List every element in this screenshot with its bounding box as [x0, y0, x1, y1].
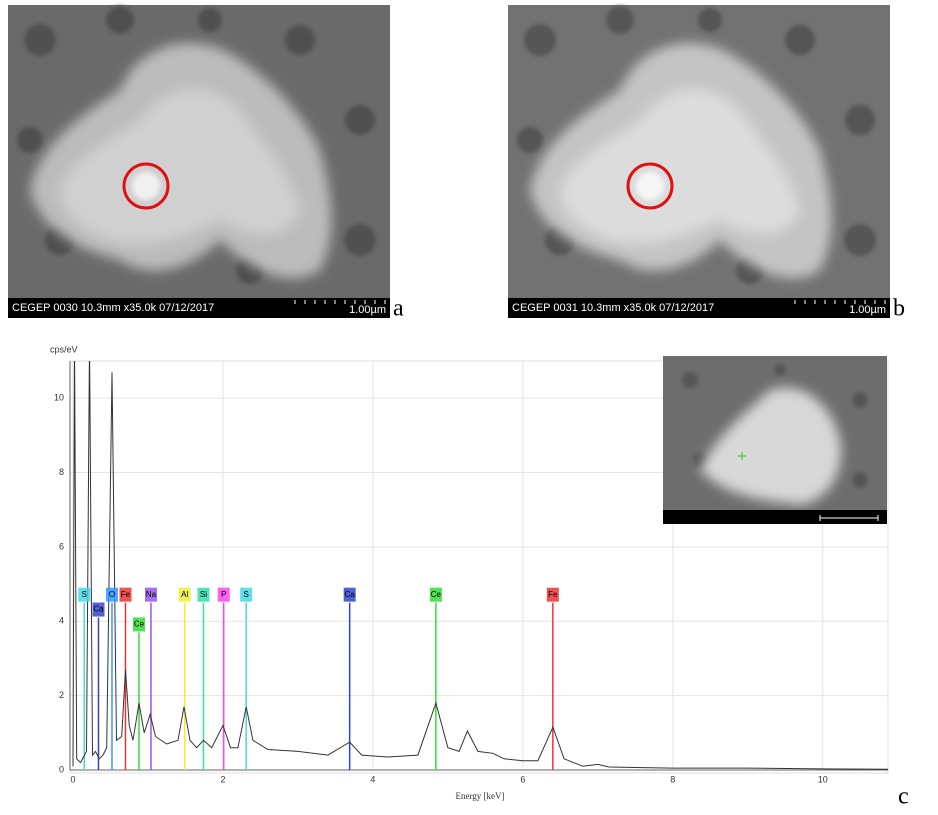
plot-clip	[72, 361, 888, 770]
y-tick-label: 4	[59, 616, 64, 626]
x-tick-label: 6	[520, 774, 525, 784]
peak-label-box	[240, 587, 253, 602]
peak-label: Ce	[431, 590, 442, 599]
y-tick-label: 6	[59, 541, 64, 551]
caption: CEGEP 0031 10.3mm x35.0k 07/12/2017	[512, 302, 714, 314]
peak-label: Si	[200, 590, 207, 599]
peak-label-box	[217, 587, 230, 602]
panel-label: c	[898, 784, 909, 810]
peak-label-box	[144, 587, 157, 602]
peak-label: S	[82, 590, 87, 599]
y-tick-label: 10	[54, 393, 64, 403]
panel-label: a	[393, 296, 404, 322]
peak-label-box	[197, 587, 210, 602]
peak-label: Ca	[93, 605, 104, 614]
scale-label: 1.00µm	[349, 304, 386, 316]
spectrum-line	[72, 361, 888, 770]
x-tick-label: 2	[220, 774, 225, 784]
peak-label-box	[78, 587, 91, 602]
peak-label: O	[109, 590, 115, 599]
peak-label-box	[105, 587, 118, 602]
peak-label: Al	[181, 590, 188, 599]
x-tick-label: 4	[370, 774, 375, 784]
peak-label: P	[221, 590, 226, 599]
peak-label-box	[178, 587, 191, 602]
peak-label: Ce	[134, 620, 145, 629]
peak-label-box	[119, 587, 132, 602]
sem-image-b: CEGEP 0031 10.3mm x35.0k 07/12/2017 1.00…	[508, 5, 890, 318]
inset-image	[663, 356, 887, 524]
peak-label-box	[343, 587, 356, 602]
peak-label: Fe	[548, 590, 558, 599]
y-tick-label: 8	[59, 467, 64, 477]
peak-label-box	[132, 617, 145, 632]
caption: CEGEP 0030 10.3mm x35.0k 07/12/2017	[12, 302, 214, 314]
peak-label-box	[92, 602, 105, 617]
peak-label: Ca	[345, 590, 356, 599]
x-axis-title: Energy [keV]	[455, 791, 504, 801]
x-tick-label: 10	[818, 774, 828, 784]
y-tick-label: 0	[59, 764, 64, 774]
y-axis-title: cps/eV	[50, 344, 78, 354]
y-tick-label: 2	[59, 690, 64, 700]
peak-label: Na	[146, 590, 157, 599]
panel-label: b	[893, 296, 905, 322]
scale-label: 1.00µm	[849, 304, 886, 316]
x-tick-label: 0	[70, 774, 75, 784]
peak-label-box	[546, 587, 559, 602]
sem-image-a: CEGEP 0030 10.3mm x35.0k 07/12/2017 1.00…	[8, 5, 390, 318]
peak-label: S	[244, 590, 249, 599]
x-tick-label: 8	[670, 774, 675, 784]
peak-label: Fe	[121, 590, 131, 599]
peak-label-box	[429, 587, 442, 602]
